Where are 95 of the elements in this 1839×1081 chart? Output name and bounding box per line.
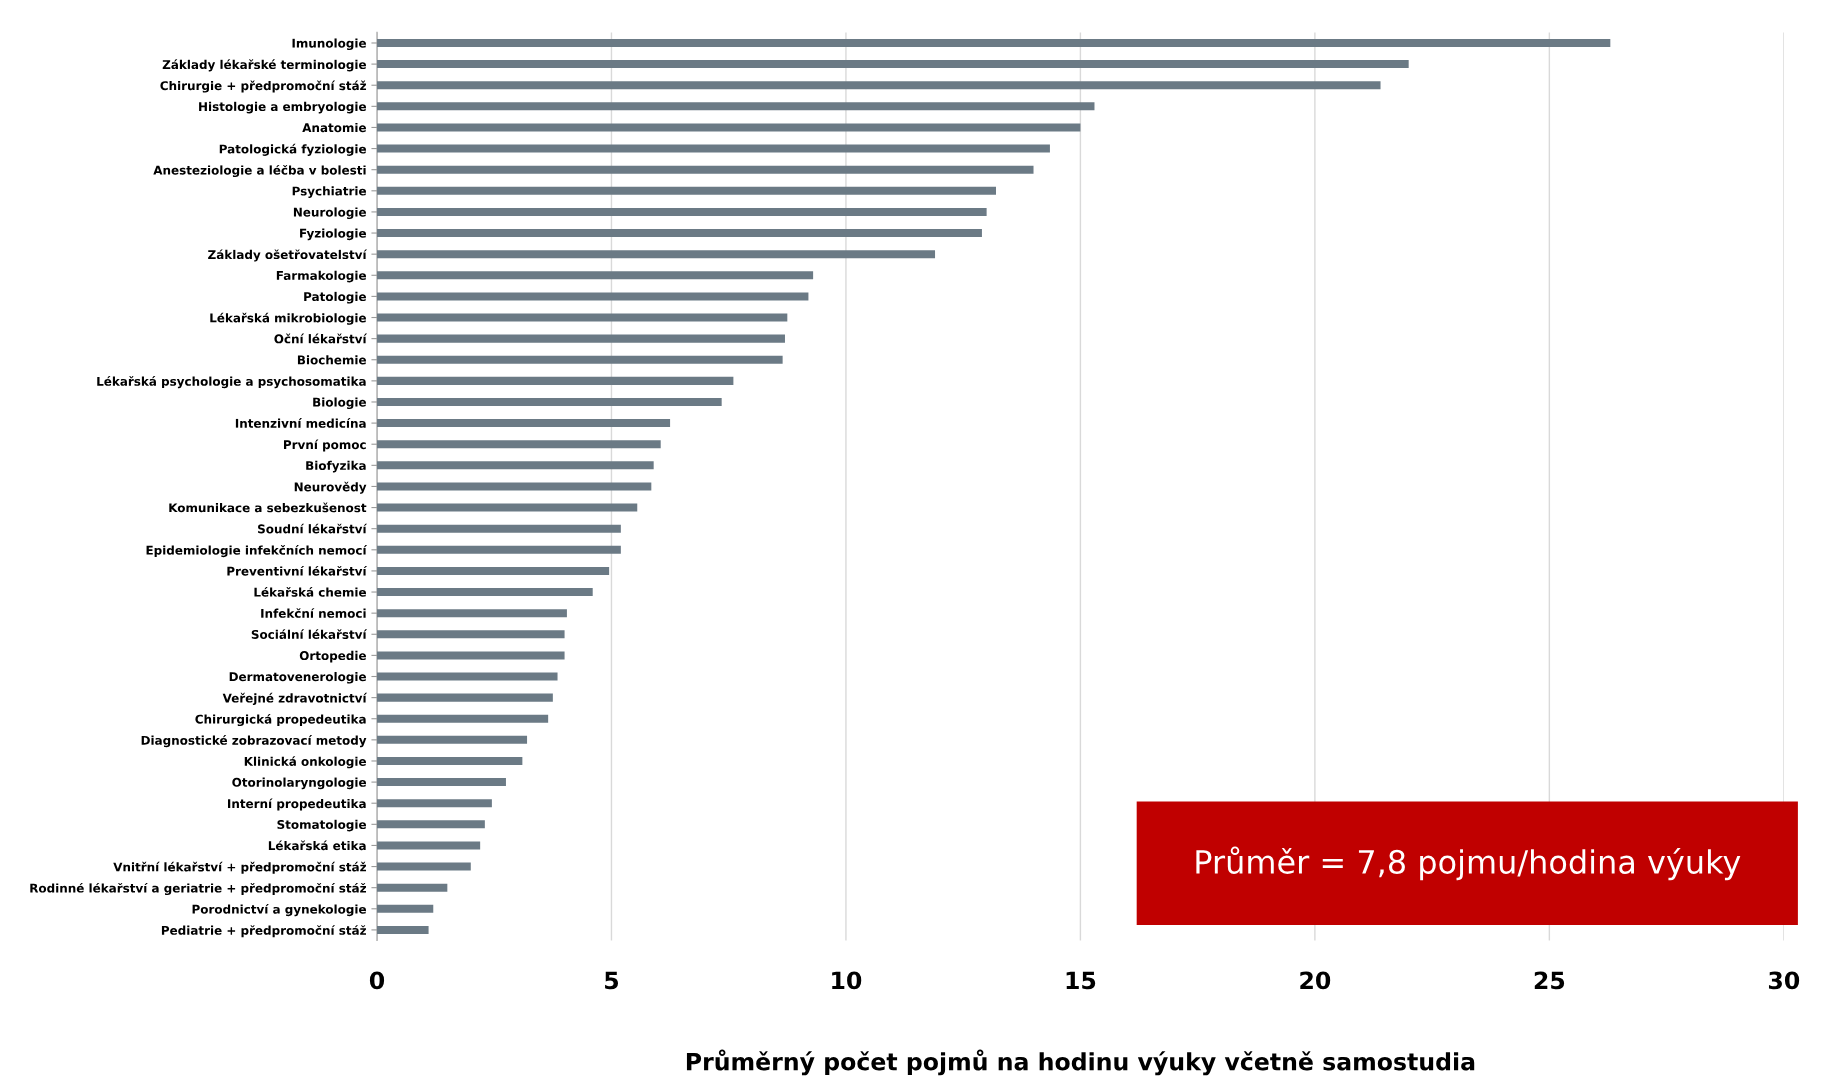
bar — [377, 503, 638, 512]
y-tick-label: Neurologie — [293, 207, 366, 220]
bar — [377, 38, 1611, 47]
bar — [377, 630, 565, 639]
y-tick-label: Anatomie — [302, 122, 366, 133]
bar — [377, 925, 429, 934]
bar — [377, 799, 492, 808]
y-tick-label: Lékařská mikrobiologie — [210, 312, 366, 325]
y-tick-label: Patologická fyziologie — [219, 143, 366, 156]
y-tick-label: Rodinné lékařství a geriatrie + předpromoční stáž — [30, 882, 367, 896]
bar — [377, 102, 1095, 111]
bar — [377, 651, 565, 660]
y-tick-label: Biofyzika — [306, 460, 366, 473]
bar — [377, 820, 485, 829]
x-tick-label: 0 — [369, 971, 385, 990]
y-tick-label: Soudní lékařství — [258, 523, 368, 534]
bar — [377, 60, 1409, 69]
y-tick-label: Psychiatrie — [292, 186, 366, 198]
bar — [377, 229, 982, 238]
y-tick-label: Chirurgie + předpromoční stáž — [160, 80, 367, 93]
y-tick-label: Lékařská etika — [268, 840, 366, 851]
bar — [377, 313, 788, 322]
y-tick-label: Otorinolaryngologie — [232, 777, 366, 790]
annotation: Průměr = 7,8 pojmu/hodina výuky — [1196, 846, 1741, 881]
y-tick-label: Vnitřní lékařství + předpromoční stáž — [113, 861, 367, 874]
y-tick-label: Chirurgická propedeutika — [195, 713, 366, 727]
y-tick-label: Základy ošetřovatelství — [208, 249, 368, 262]
bar — [377, 355, 783, 364]
bar — [377, 862, 471, 871]
y-tick-label: Ortopedie — [299, 650, 366, 663]
bar — [377, 883, 448, 892]
y-tick-label: Dermatovenerologie — [229, 671, 366, 684]
bar — [377, 693, 553, 702]
bar — [377, 588, 593, 597]
y-tick-label: Neurovědy — [294, 481, 367, 494]
y-tick-label: Fyziologie — [300, 228, 366, 241]
bar — [377, 207, 987, 216]
bar — [377, 566, 610, 575]
bar — [377, 672, 558, 681]
x-tick-label: 5 — [605, 971, 619, 990]
bar — [377, 165, 1034, 174]
bar — [377, 250, 936, 259]
bar — [377, 81, 1381, 90]
y-tick-label: Farmakologie — [276, 270, 366, 283]
y-tick-label: Preventivní lékařství — [227, 565, 368, 576]
bar — [377, 482, 652, 491]
bar — [377, 778, 506, 787]
y-tick-label: Epidemiologie infekčních nemocí — [146, 545, 368, 558]
y-tick-label: Sociální lékařství — [251, 629, 368, 639]
bar — [377, 714, 549, 723]
y-tick-label: Oční lékařství — [274, 333, 368, 344]
bar — [377, 461, 654, 470]
y-tick-label: Pediatrie + předpromoční stáž — [161, 925, 367, 938]
y-tick-label: Histologie a embryologie — [199, 101, 366, 114]
y-tick-label: První pomoc — [284, 439, 366, 452]
bar — [377, 904, 434, 913]
y-tick-label: Biochemie — [297, 355, 366, 365]
bar — [377, 841, 481, 850]
y-tick-label: Diagnostické zobrazovací metody — [141, 735, 367, 748]
x-tick-label: 10 — [832, 971, 862, 990]
bar — [377, 397, 722, 406]
y-tick-label: Základy lékařské terminologie — [162, 59, 366, 72]
bar — [377, 756, 523, 765]
y-tick-label: Imunologie — [292, 38, 366, 51]
bar — [377, 186, 996, 195]
bar — [377, 376, 734, 385]
y-tick-label: Interní propedeutika — [228, 798, 366, 811]
x-tick-label: 30 — [1768, 971, 1800, 990]
bar — [377, 419, 671, 428]
x-axis-title: Průměrný počet pojmů na hodinu výuky včetně samostudia — [686, 1049, 1475, 1076]
y-tick-label: Patologie — [304, 291, 366, 304]
x-tick-label: 25 — [1534, 971, 1565, 990]
x-tick-label: 15 — [1066, 971, 1096, 990]
y-tick-label: Stomatologie — [277, 819, 366, 832]
bar — [377, 735, 528, 744]
bar — [377, 524, 621, 533]
y-tick-label: Infekční nemoci — [261, 608, 366, 618]
y-tick-label: Lékařská psychologie a psychosomatika — [97, 376, 366, 389]
bar — [377, 144, 1050, 153]
y-tick-label: Veřejné zdravotnictví — [222, 692, 368, 705]
bar — [377, 609, 567, 618]
y-tick-label: Komunikace a sebezkušenost — [169, 502, 367, 513]
y-tick-label: Lékařská chemie — [254, 587, 366, 597]
y-tick-label: Klinická onkologie — [244, 756, 366, 769]
bar — [377, 334, 785, 343]
y-tick-label: Intenzivní medicína — [235, 418, 366, 428]
y-tick-label: Porodnictví a gynekologie — [192, 904, 366, 917]
bar — [377, 545, 621, 554]
bar — [377, 292, 809, 301]
y-tick-label: Biologie — [313, 397, 366, 410]
bar — [377, 123, 1081, 132]
bar — [377, 271, 814, 280]
bar — [377, 440, 661, 449]
x-tick-label: 20 — [1300, 971, 1331, 990]
y-tick-label: Anesteziologie a léčba v bolesti — [153, 164, 366, 178]
